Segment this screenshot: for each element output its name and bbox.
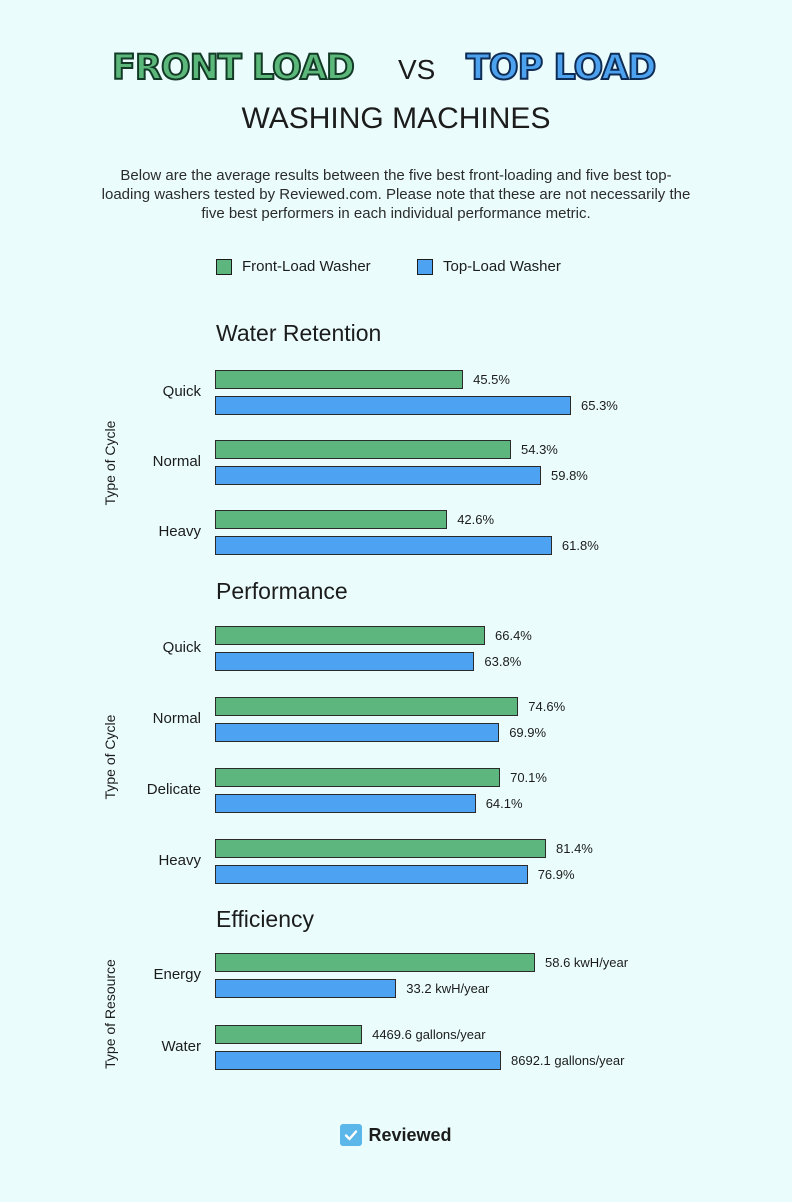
legend-swatch-top: [417, 258, 433, 275]
data-label: 76.9%: [537, 867, 575, 882]
data-label: 64.1%: [485, 796, 523, 811]
legend: Front-Load Washer Top-Load Washer: [0, 258, 792, 282]
bar-top-load: [215, 865, 528, 884]
check-icon: [340, 1124, 363, 1146]
category-label: Energy: [153, 966, 201, 983]
title-row: FRONT LOAD VS TOP LOAD: [0, 47, 792, 92]
data-label: 54.3%: [521, 442, 558, 457]
bar-front-load: [215, 768, 501, 787]
bar-front-load: [215, 510, 448, 529]
category-label: Normal: [152, 710, 201, 727]
bar-front-load: [215, 839, 546, 858]
data-label: 59.8%: [551, 468, 588, 483]
chart-ylabel-3: Type of Resource: [102, 959, 118, 1069]
legend-label-front: Front-Load Washer: [242, 258, 371, 275]
bar-front-load: [215, 953, 535, 972]
data-label: 74.6%: [528, 699, 566, 714]
bar-top-load: [215, 652, 475, 671]
data-label: 63.8%: [484, 654, 522, 669]
bar-top-load: [215, 723, 500, 742]
bar-top-load: [215, 794, 476, 813]
chart-title-1: Water Retention: [216, 320, 382, 346]
bar-front-load: [215, 370, 464, 389]
title-top-load: TOP LOAD: [465, 47, 657, 89]
data-label: 42.6%: [457, 512, 495, 527]
brand-logo-text: Reviewed: [368, 1124, 452, 1145]
data-label: 61.8%: [561, 538, 599, 553]
bar-front-load: [215, 1025, 363, 1044]
legend-swatch-front: [216, 258, 232, 275]
chart-title-3: Efficiency: [216, 906, 315, 932]
category-label: Delicate: [146, 781, 201, 798]
data-label: 70.1%: [510, 770, 547, 785]
legend-label-top: Top-Load Washer: [443, 258, 561, 275]
title-vs: VS: [398, 54, 436, 85]
data-label: 65.3%: [581, 398, 618, 413]
bar-front-load: [215, 697, 519, 716]
data-label: 4469.6 gallons/year: [372, 1027, 486, 1042]
bar-front-load: [215, 440, 511, 459]
category-label: Quick: [162, 639, 201, 656]
bar-top-load: [215, 536, 552, 555]
chart-title-2: Performance: [216, 578, 348, 604]
data-label: 33.2 kwH/year: [406, 981, 490, 996]
title-front-load: FRONT LOAD: [111, 47, 356, 89]
legend-item-front: Front-Load Washer: [216, 258, 371, 275]
category-label: Water: [161, 1038, 201, 1055]
bar-top-load: [215, 979, 397, 998]
chart-ylabel-2: Type of Cycle: [102, 714, 118, 800]
bar-front-load: [215, 626, 485, 645]
data-label: 66.4%: [495, 628, 532, 643]
category-label: Quick: [162, 383, 201, 400]
category-label: Normal: [152, 453, 201, 470]
category-label: Heavy: [158, 852, 201, 869]
bar-top-load: [215, 396, 571, 415]
category-label: Heavy: [158, 523, 201, 540]
data-label: 81.4%: [556, 841, 593, 856]
bar-top-load: [215, 466, 541, 485]
intro-text: Below are the average results between th…: [101, 167, 691, 222]
data-label: 45.5%: [473, 372, 510, 387]
data-label: 69.9%: [509, 725, 547, 740]
bar-top-load: [215, 1051, 501, 1070]
footer: Reviewed: [0, 1124, 792, 1146]
data-label: 58.6 kwH/year: [545, 955, 629, 970]
data-label: 8692.1 gallons/year: [511, 1053, 625, 1068]
page-subtitle: WASHING MACHINES: [241, 102, 551, 135]
legend-item-top: Top-Load Washer: [417, 258, 561, 275]
